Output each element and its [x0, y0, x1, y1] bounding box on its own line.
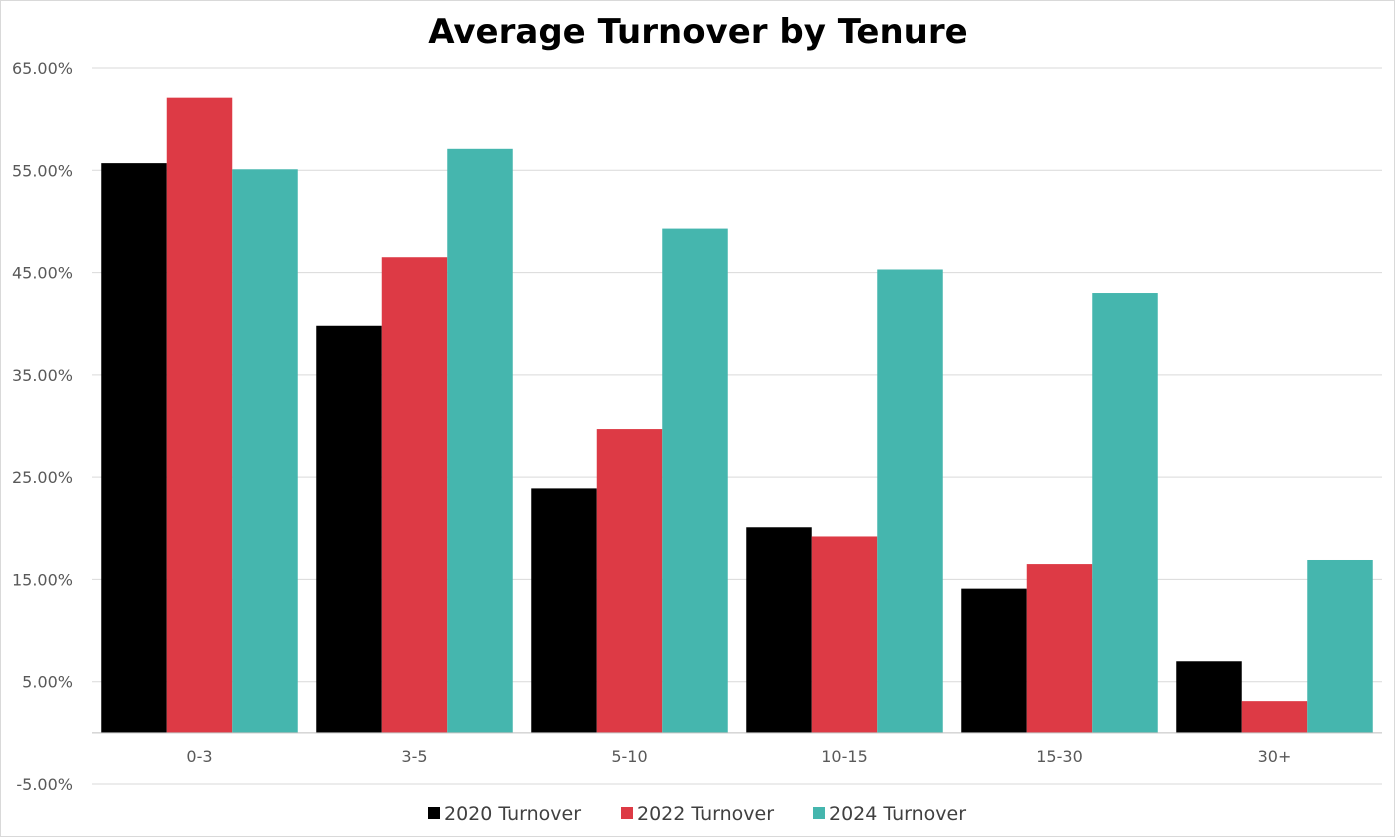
x-category-label: 5-10 — [611, 747, 647, 766]
x-category-label: 30+ — [1258, 747, 1292, 766]
x-category-label: 0-3 — [186, 747, 212, 766]
x-category-label: 3-5 — [401, 747, 427, 766]
y-axis-tick-labels: 65.00% 55.00% 45.00% 35.00% 25.00% 15.00% 5.00… — [12, 59, 73, 794]
bar-2022-turnover-15-30 — [1026, 564, 1093, 733]
bars — [101, 97, 1373, 733]
bar-2020-turnover-30+ — [1176, 661, 1242, 733]
bar-2020-turnover-0-3 — [101, 163, 167, 733]
legend-swatch — [813, 807, 825, 819]
y-tick-label: 25.00% — [12, 468, 73, 487]
bar-2022-turnover-5-10 — [596, 429, 663, 733]
bar-2022-turnover-3-5 — [381, 257, 448, 733]
y-tick-label: 65.00% — [12, 59, 73, 78]
y-tick-label: 15.00% — [12, 570, 73, 589]
x-category-label: 10-15 — [821, 747, 868, 766]
bar-2024-turnover-5-10 — [662, 228, 728, 733]
bar-2024-turnover-0-3 — [232, 169, 298, 733]
bar-2024-turnover-30+ — [1307, 559, 1373, 733]
legend-label: 2022 Turnover — [637, 803, 774, 825]
bar-2022-turnover-0-3 — [166, 97, 233, 733]
legend-swatch — [621, 807, 633, 819]
x-axis-category-labels: 0-3 3-5 5-10 10-15 15-30 30+ — [186, 747, 1291, 766]
legend: 2020 Turnover 2022 Turnover 2024 Turnover — [428, 803, 966, 825]
bar-2022-turnover-30+ — [1241, 701, 1308, 733]
y-tick-label: -5.00% — [16, 775, 73, 794]
bar-2020-turnover-15-30 — [961, 588, 1027, 733]
y-tick-label: 55.00% — [12, 161, 73, 180]
gridlines — [92, 67, 1382, 785]
bar-2024-turnover-10-15 — [877, 269, 943, 733]
legend-label: 2020 Turnover — [444, 803, 581, 825]
y-tick-label: 35.00% — [12, 366, 73, 385]
bar-2024-turnover-3-5 — [447, 148, 513, 733]
y-tick-label: 5.00% — [22, 673, 73, 692]
x-category-label: 15-30 — [1036, 747, 1083, 766]
chart-title: Average Turnover by Tenure — [428, 12, 967, 52]
y-tick-label: 45.00% — [12, 264, 73, 283]
bar-2022-turnover-10-15 — [811, 536, 878, 733]
bar-2024-turnover-15-30 — [1092, 293, 1158, 733]
legend-label: 2024 Turnover — [829, 803, 966, 825]
bar-2020-turnover-10-15 — [746, 527, 812, 733]
bar-2020-turnover-5-10 — [531, 488, 597, 733]
legend-swatch — [428, 807, 440, 819]
bar-2020-turnover-3-5 — [316, 325, 382, 733]
